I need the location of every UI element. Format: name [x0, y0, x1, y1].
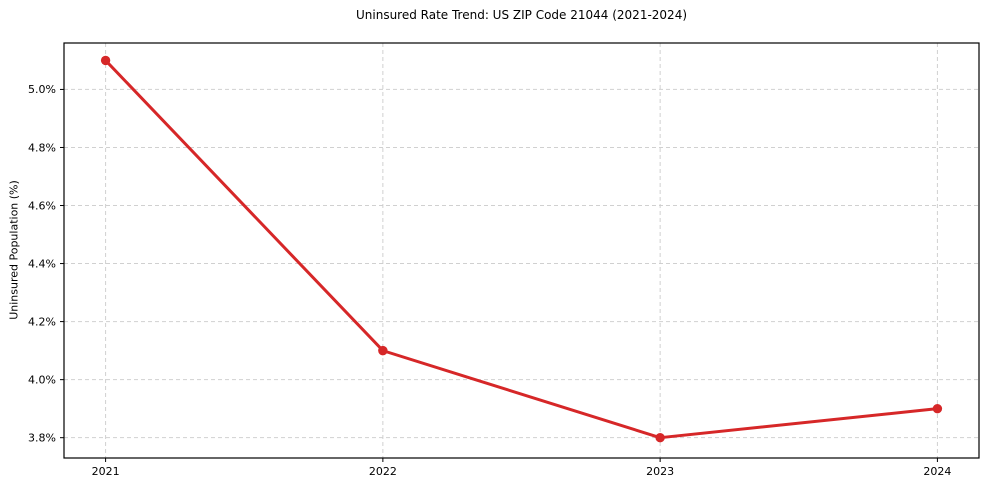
x-tick-label: 2021 — [92, 465, 120, 478]
chart-title: Uninsured Rate Trend: US ZIP Code 21044 … — [355, 8, 688, 22]
y-tick-label: 4.0% — [28, 373, 56, 386]
data-point-marker — [655, 432, 665, 443]
y-tick-label: 4.4% — [28, 257, 56, 270]
data-point-marker — [378, 345, 388, 356]
y-tick-label: 4.2% — [28, 315, 56, 328]
x-tick-label: 2024 — [923, 465, 951, 478]
data-point-marker — [100, 55, 111, 66]
x-tick-label: 2022 — [369, 465, 397, 478]
y-tick-label: 4.8% — [28, 141, 56, 154]
x-tick-label: 2023 — [646, 465, 674, 478]
y-tick-label: 4.6% — [28, 199, 56, 212]
y-tick-label: 3.8% — [28, 431, 56, 444]
data-point-marker — [932, 403, 943, 414]
y-tick-label: 5.0% — [28, 83, 56, 96]
trend-line — [104, 58, 939, 440]
plot-border — [63, 42, 980, 459]
